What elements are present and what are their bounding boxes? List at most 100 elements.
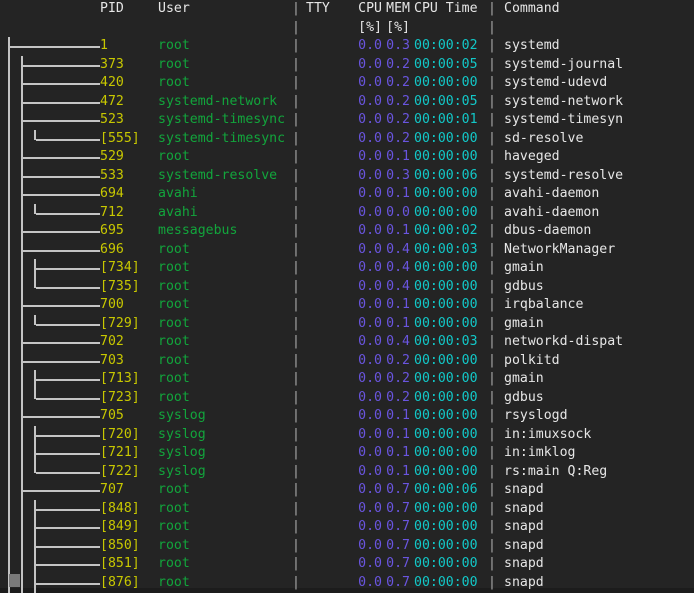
- process-pid[interactable]: [876]: [100, 574, 140, 590]
- process-command[interactable]: sd-resolve: [504, 130, 584, 146]
- process-pid[interactable]: 700: [100, 297, 124, 312]
- process-cpu-time: 00:00:02: [414, 38, 478, 53]
- process-command[interactable]: systemd-timesyn: [504, 112, 624, 127]
- process-pid[interactable]: [722]: [100, 463, 140, 479]
- process-pid[interactable]: [850]: [100, 537, 140, 553]
- process-row[interactable]: 707 root | 0.0 0.7 00:00:06 | snapd: [0, 481, 694, 500]
- process-pid[interactable]: [735]: [100, 278, 140, 294]
- process-row[interactable]: 472 systemd-network | 0.0 0.2 00:00:05 | system…: [0, 92, 694, 112]
- process-pid[interactable]: 529: [100, 149, 124, 164]
- process-command[interactable]: gmain: [504, 371, 544, 386]
- process-command[interactable]: snapd: [504, 537, 544, 553]
- process-row[interactable]: 702 root | 0.0 0.4 00:00:03 | networkd-dispat: [0, 333, 694, 352]
- process-command[interactable]: systemd-network: [504, 93, 624, 109]
- process-row[interactable]: [849] root | 0.0 0.7 00:00:00 | snapd: [0, 518, 694, 537]
- process-command[interactable]: in:imklog: [504, 445, 576, 460]
- process-user: syslog: [158, 463, 206, 479]
- process-pid[interactable]: [729]: [100, 315, 140, 331]
- process-tree-branch-icon: [8, 333, 104, 352]
- process-command[interactable]: haveged: [504, 149, 560, 164]
- process-row[interactable]: [851] root | 0.0 0.7 00:00:00 | snapd: [0, 555, 694, 574]
- process-row[interactable]: [734] root | 0.0 0.4 00:00:00 | gmain: [0, 259, 694, 278]
- process-command[interactable]: snapd: [504, 556, 544, 571]
- process-pid[interactable]: [848]: [100, 500, 140, 516]
- process-pid[interactable]: [721]: [100, 445, 140, 460]
- process-command[interactable]: systemd-resolve: [504, 167, 624, 183]
- process-cpu-time: 00:00:00: [414, 371, 478, 386]
- process-pid[interactable]: 696: [100, 241, 124, 257]
- process-pid[interactable]: [734]: [100, 260, 140, 275]
- process-row[interactable]: 695 messagebus | 0.0 0.1 00:00:02 | dbus-daemon: [0, 222, 694, 241]
- process-row[interactable]: 705 syslog | 0.0 0.1 00:00:00 | rsyslogd: [0, 407, 694, 426]
- process-pid[interactable]: 707: [100, 482, 124, 497]
- process-row[interactable]: [729] root | 0.0 0.1 00:00:00 | gmain: [0, 314, 694, 334]
- process-user: systemd-timesync: [158, 130, 286, 146]
- process-pid[interactable]: 1: [100, 38, 108, 53]
- process-row[interactable]: 523 systemd-timesync | 0.0 0.2 00:00:01 | syste…: [0, 111, 694, 130]
- column-header-pid: PID: [100, 1, 124, 16]
- process-command[interactable]: rs:main Q:Reg: [504, 463, 608, 479]
- process-pid[interactable]: 694: [100, 186, 124, 201]
- process-row[interactable]: 529 root | 0.0 0.1 00:00:00 | haveged: [0, 148, 694, 167]
- process-command[interactable]: networkd-dispat: [504, 334, 624, 349]
- process-cpu-time: 00:00:00: [414, 75, 478, 90]
- row-separator-2: |: [488, 186, 496, 201]
- process-pid[interactable]: [555]: [100, 130, 140, 146]
- process-pid[interactable]: [713]: [100, 371, 140, 386]
- process-command[interactable]: systemd: [504, 38, 560, 53]
- process-command[interactable]: gdbus: [504, 389, 544, 405]
- process-row[interactable]: 703 root | 0.0 0.2 00:00:00 | polkitd: [0, 351, 694, 371]
- process-cpu-time: 00:00:06: [414, 167, 478, 183]
- process-row[interactable]: [713] root | 0.0 0.2 00:00:00 | gmain: [0, 370, 694, 389]
- process-row[interactable]: [850] root | 0.0 0.7 00:00:00 | snapd: [0, 536, 694, 556]
- process-command[interactable]: in:imuxsock: [504, 426, 592, 442]
- process-command[interactable]: irqbalance: [504, 297, 584, 312]
- process-row[interactable]: [722] syslog | 0.0 0.1 00:00:00 | rs:main Q:Reg: [0, 462, 694, 482]
- process-pid[interactable]: 695: [100, 223, 124, 238]
- process-pid[interactable]: 523: [100, 112, 124, 127]
- process-row[interactable]: [848] root | 0.0 0.7 00:00:00 | snapd: [0, 499, 694, 519]
- process-command[interactable]: snapd: [504, 482, 544, 497]
- process-row[interactable]: [876] root | 0.0 0.7 00:00:00 | snapd: [0, 573, 694, 593]
- process-command[interactable]: avahi-daemon: [504, 204, 600, 220]
- process-row[interactable]: 700 root | 0.0 0.1 00:00:00 | irqbalance: [0, 296, 694, 315]
- process-pid[interactable]: 712: [100, 204, 124, 220]
- process-row[interactable]: 533 systemd-resolve | 0.0 0.3 00:00:06 | system…: [0, 166, 694, 186]
- process-command[interactable]: systemd-udevd: [504, 75, 608, 90]
- process-command[interactable]: gdbus: [504, 278, 544, 294]
- process-command[interactable]: systemd-journal: [504, 56, 624, 72]
- process-row[interactable]: 420 root | 0.0 0.2 00:00:00 | systemd-udevd: [0, 74, 694, 93]
- process-command[interactable]: dbus-daemon: [504, 223, 592, 238]
- process-command[interactable]: rsyslogd: [504, 408, 568, 423]
- process-row[interactable]: [720] syslog | 0.0 0.1 00:00:00 | in:imuxsock: [0, 425, 694, 445]
- process-pid[interactable]: 420: [100, 75, 124, 90]
- process-pid[interactable]: 702: [100, 334, 124, 349]
- process-command[interactable]: gmain: [504, 315, 544, 331]
- process-pid[interactable]: 472: [100, 93, 124, 109]
- process-row[interactable]: 712 avahi | 0.0 0.0 00:00:00 | avahi-daemon: [0, 203, 694, 223]
- process-row[interactable]: [723] root | 0.0 0.2 00:00:00 | gdbus: [0, 388, 694, 408]
- process-command[interactable]: snapd: [504, 519, 544, 534]
- process-command[interactable]: snapd: [504, 500, 544, 516]
- process-row[interactable]: 694 avahi | 0.0 0.1 00:00:00 | avahi-daemon: [0, 185, 694, 204]
- process-pid[interactable]: 705: [100, 408, 124, 423]
- process-row[interactable]: [721] syslog | 0.0 0.1 00:00:00 | in:imklog: [0, 444, 694, 463]
- process-pid[interactable]: 703: [100, 352, 124, 368]
- process-command[interactable]: gmain: [504, 260, 544, 275]
- process-row[interactable]: [555] systemd-timesync | 0.0 0.2 00:00:00 | sd-…: [0, 129, 694, 149]
- process-pid[interactable]: [851]: [100, 556, 140, 571]
- process-command[interactable]: avahi-daemon: [504, 186, 600, 201]
- process-pid[interactable]: 373: [100, 56, 124, 72]
- process-row[interactable]: 1 root | 0.0 0.3 00:00:02 | systemd: [0, 37, 694, 56]
- process-row[interactable]: [735] root | 0.0 0.4 00:00:00 | gdbus: [0, 277, 694, 297]
- process-pid[interactable]: 533: [100, 167, 124, 183]
- process-pid[interactable]: [723]: [100, 389, 140, 405]
- process-command[interactable]: NetworkManager: [504, 241, 616, 257]
- process-row[interactable]: 696 root | 0.0 0.4 00:00:03 | NetworkManager: [0, 240, 694, 260]
- process-pid[interactable]: [720]: [100, 426, 140, 442]
- process-command[interactable]: polkitd: [504, 352, 560, 368]
- process-pid[interactable]: [849]: [100, 519, 140, 534]
- process-row[interactable]: 373 root | 0.0 0.2 00:00:05 | systemd-journal: [0, 55, 694, 75]
- process-command[interactable]: snapd: [504, 574, 544, 590]
